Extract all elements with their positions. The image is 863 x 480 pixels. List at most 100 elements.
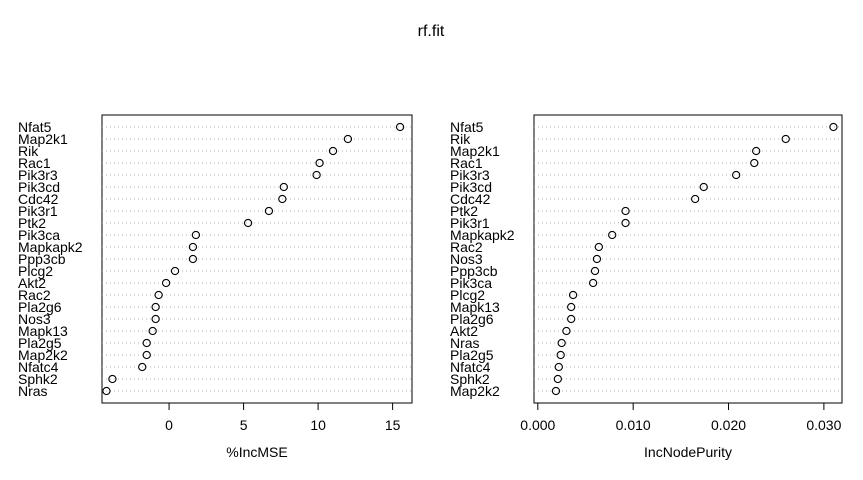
data-point	[557, 338, 566, 348]
data-point	[188, 254, 198, 264]
x-axis-incnodepurity: 0.000 0.010 0.020 0.030	[520, 402, 842, 433]
data-point	[243, 218, 253, 228]
data-point	[328, 146, 338, 156]
data-point	[568, 290, 578, 300]
data-point	[395, 122, 405, 132]
category-label: Nras	[450, 335, 480, 351]
x-tick-label: 15	[385, 417, 401, 433]
data-point	[621, 218, 630, 228]
data-point	[264, 206, 274, 216]
category-label: Nfat5	[450, 119, 484, 135]
panel-incmse: Nfat5Map2k1RikRac1Pik3r3Pik3cdCdc42Pik3r…	[18, 114, 413, 460]
panel-incnodepurity: Nfat5RikMap2k1Rac1Pik3r3Pik3cdCdc42Ptk2P…	[450, 114, 843, 460]
data-point	[829, 122, 838, 132]
category-label: Pla2g6	[18, 299, 62, 315]
category-label: Map2k2	[450, 383, 500, 399]
category-label: Ppp3cb	[18, 251, 66, 267]
figure-title: rf.fit	[418, 23, 445, 40]
category-label: Mapk13	[18, 323, 68, 339]
category-label: Rac1	[450, 155, 483, 171]
category-label: Nfatc4	[18, 359, 59, 375]
x-axis-title-incnodepurity: IncNodePurity	[644, 444, 732, 460]
category-label: Map2k1	[18, 131, 68, 147]
category-label: Rac2	[18, 287, 51, 303]
x-tick-label: 0.020	[711, 417, 746, 433]
x-tick-label: 0.010	[616, 417, 651, 433]
category-label: Plcg2	[450, 287, 485, 303]
data-point	[556, 350, 565, 360]
category-label: Pik3cd	[450, 179, 492, 195]
category-label: Plcg2	[18, 263, 53, 279]
data-point	[592, 254, 602, 264]
data-point	[279, 182, 288, 192]
category-label: Map2k1	[450, 143, 500, 159]
x-axis-title-incmse: %IncMSE	[226, 444, 287, 460]
data-point	[621, 206, 630, 216]
category-label: Ptk2	[450, 203, 478, 219]
category-label: Mapkapk2	[450, 227, 515, 243]
x-tick-label: 10	[310, 417, 326, 433]
data-point	[108, 374, 117, 384]
category-label: Mapkapk2	[18, 239, 83, 255]
data-point	[554, 362, 563, 372]
category-label: Pla2g5	[450, 347, 494, 363]
plot-frame-incnodepurity	[533, 114, 843, 404]
category-label: Pla2g6	[450, 311, 494, 327]
data-point	[752, 146, 761, 156]
category-label: Pla2g5	[18, 335, 62, 351]
points-incmse	[102, 122, 405, 396]
points-incnodepurity	[551, 122, 838, 396]
data-point	[151, 302, 160, 312]
data-point	[315, 158, 324, 168]
plot-frame-incmse	[101, 114, 413, 404]
category-label: Nras	[18, 383, 48, 399]
category-label: Pik3r3	[450, 167, 490, 183]
category-label: Sphk2	[450, 371, 490, 387]
category-label: Rik	[450, 131, 471, 147]
category-label: Mapk13	[450, 299, 500, 315]
category-labels-incnodepurity: Nfat5RikMap2k1Rac1Pik3r3Pik3cdCdc42Ptk2P…	[450, 119, 515, 399]
category-label: Cdc42	[18, 191, 59, 207]
data-point	[608, 230, 617, 240]
category-label: Akt2	[18, 275, 46, 291]
x-tick-label: 0	[165, 417, 173, 433]
data-point	[161, 278, 171, 288]
x-tick-label: 5	[240, 417, 248, 433]
category-label: Akt2	[450, 323, 478, 339]
x-axis-incmse: 0 5 10 15	[165, 402, 401, 433]
category-label: Sphk2	[18, 371, 58, 387]
category-label: Rac1	[18, 155, 51, 171]
category-label: Ptk2	[18, 215, 46, 231]
category-label: Nos3	[450, 251, 483, 267]
data-point	[312, 170, 321, 180]
category-label: Pik3ca	[450, 275, 492, 291]
data-point	[138, 362, 147, 372]
category-label: Nfatc4	[450, 359, 491, 375]
category-label: Pik3cd	[18, 179, 60, 195]
data-point	[142, 350, 151, 360]
data-point	[170, 266, 180, 276]
data-point	[278, 194, 287, 204]
category-label: Map2k2	[18, 347, 68, 363]
data-point	[594, 242, 603, 252]
data-point	[699, 182, 708, 192]
data-point	[343, 134, 353, 144]
data-point	[151, 314, 160, 324]
data-point	[691, 194, 700, 204]
data-point	[781, 134, 790, 144]
data-point	[567, 314, 576, 324]
data-point	[590, 266, 600, 276]
category-label: Pik3r1	[450, 215, 490, 231]
category-label: Pik3ca	[18, 227, 60, 243]
category-label: Cdc42	[450, 191, 491, 207]
data-point	[154, 290, 163, 300]
data-point	[553, 374, 562, 384]
category-label: Pik3r1	[18, 203, 58, 219]
data-point	[191, 230, 201, 240]
data-point	[567, 302, 576, 312]
data-point	[142, 338, 151, 348]
data-point	[732, 170, 741, 180]
category-labels-incmse: Nfat5Map2k1RikRac1Pik3r3Pik3cdCdc42Pik3r…	[18, 119, 83, 399]
category-label: Rac2	[450, 239, 483, 255]
